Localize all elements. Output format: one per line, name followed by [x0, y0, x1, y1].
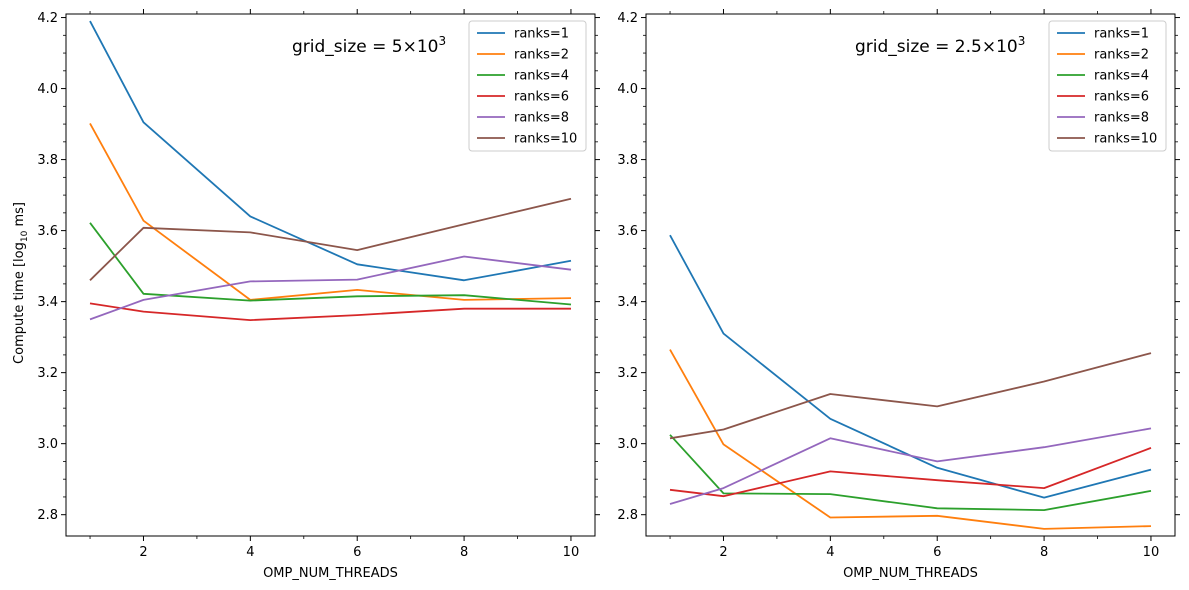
- legend-label: ranks=1: [1094, 27, 1149, 42]
- legend-label: ranks=10: [1094, 132, 1157, 147]
- y-tick-label: 3.0: [37, 437, 58, 452]
- chart-panel-2: 2 4 6 8 10 2.8 3.0 3.2 3.4 3.6 3.8 4.0 4.2 grid_size …: [617, 9, 1180, 581]
- x-tick-label: 6: [933, 545, 941, 560]
- legend-label: ranks=4: [514, 69, 569, 84]
- y-tick-label: 3.0: [617, 437, 638, 452]
- x-tick-label: 10: [563, 545, 580, 560]
- y-tick-label: 2.8: [37, 508, 58, 523]
- x-tick-label: 8: [460, 545, 468, 560]
- series-line-ranks-6: [669, 447, 1152, 498]
- series-line-ranks-2: [89, 122, 572, 301]
- y-axis-label: Compute time [log10 ms]: [12, 202, 30, 364]
- y-tick-label: 2.8: [617, 508, 638, 523]
- x-axis-label: OMP_NUM_THREADS: [263, 566, 398, 581]
- grid-size-annotation: grid_size = 5×103: [292, 34, 446, 57]
- y-tick-label: 4.2: [37, 11, 58, 26]
- plot-frame: [65, 13, 596, 537]
- y-tick-label: 4.2: [617, 11, 638, 26]
- x-tick-label: 6: [353, 545, 361, 560]
- legend-label: ranks=1: [514, 27, 569, 42]
- series-line-ranks-2: [669, 349, 1152, 530]
- x-tick-label: 4: [826, 545, 834, 560]
- y-tick-label: 3.6: [617, 224, 638, 239]
- series-line-ranks-8: [669, 427, 1152, 505]
- y-tick-label: 4.0: [617, 82, 638, 97]
- legend-label: ranks=6: [1094, 90, 1149, 105]
- series-line-ranks-6: [89, 302, 571, 322]
- chart-panel-1: 2 4 6 8 10 2.8 3.0 3.2 3.4 3.6 3.8 4.0 4.2 grid_size …: [12, 9, 600, 581]
- x-tick-label: 2: [719, 545, 727, 560]
- legend-label: ranks=2: [514, 48, 569, 63]
- x-tick-label: 8: [1040, 545, 1048, 560]
- y-tick-label: 3.6: [37, 224, 58, 239]
- legend-label: ranks=8: [1094, 111, 1149, 126]
- x-axis-label: OMP_NUM_THREADS: [843, 566, 978, 581]
- legend-label: ranks=4: [1094, 69, 1149, 84]
- y-tick-label: 3.4: [37, 295, 58, 310]
- x-tick-label: 2: [139, 545, 147, 560]
- legend-label: ranks=10: [514, 132, 577, 147]
- series-line-ranks-8: [89, 255, 572, 321]
- legend-label: ranks=8: [514, 111, 569, 126]
- y-tick-label: 3.2: [617, 366, 638, 381]
- plot-frame: [645, 13, 1176, 537]
- series-line-ranks-10: [89, 197, 572, 281]
- legend: ranks=1 ranks=2 ranks=4 ranks=6 ranks=8 ranks…: [468, 20, 587, 152]
- series-line-ranks-1: [669, 234, 1152, 499]
- x-tick-label: 4: [246, 545, 254, 560]
- legend-label: ranks=2: [1094, 48, 1149, 63]
- legend: ranks=1 ranks=2 ranks=4 ranks=6 ranks=8 ranks…: [1048, 20, 1167, 152]
- y-tick-label: 4.0: [37, 82, 58, 97]
- y-tick-label: 3.8: [617, 153, 638, 168]
- series-line-ranks-4: [89, 222, 572, 306]
- series-line-ranks-10: [669, 352, 1152, 440]
- y-tick-label: 3.8: [37, 153, 58, 168]
- y-tick-label: 3.2: [37, 366, 58, 381]
- y-tick-label: 3.4: [617, 295, 638, 310]
- series-line-ranks-4: [669, 434, 1152, 512]
- legend-label: ranks=6: [514, 90, 569, 105]
- x-tick-label: 10: [1143, 545, 1160, 560]
- grid-size-annotation: grid_size = 2.5×103: [855, 34, 1025, 57]
